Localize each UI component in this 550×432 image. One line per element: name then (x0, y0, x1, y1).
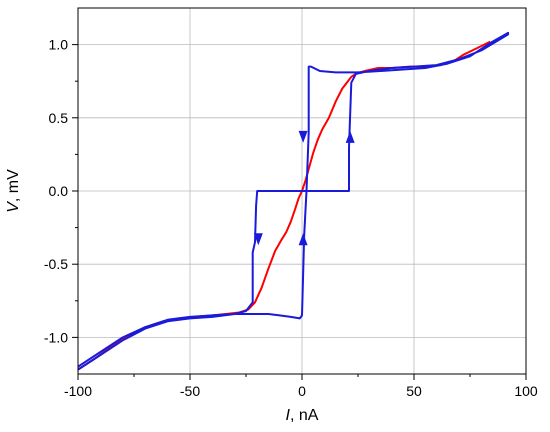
arrow-up (298, 233, 308, 246)
arrow-up (345, 130, 355, 143)
ticks (72, 44, 527, 380)
y-tick-label: -0.5 (44, 256, 68, 272)
x-tick-label: 50 (406, 383, 422, 399)
y-tick-label: 0.5 (49, 110, 69, 126)
x-tick-label: 0 (298, 383, 306, 399)
x-tick-label: 100 (514, 383, 538, 399)
arrow-down (253, 233, 263, 246)
y-tick-label: 1.0 (49, 37, 69, 53)
x-axis-label: I, nA (286, 407, 319, 424)
annotation-layer (253, 130, 355, 246)
y-tick-label: -1.0 (44, 329, 68, 345)
x-tick-label: -100 (64, 383, 92, 399)
tick-labels: -100 -50 0 50 100 -1.0 -0.5 0.0 0.5 1.0 (44, 37, 538, 399)
series-line-2 (77, 31, 510, 371)
x-tick-label: -50 (180, 383, 200, 399)
arrow-down (298, 130, 308, 143)
y-axis-label: V, mV (5, 169, 22, 213)
series-line-1 (77, 40, 491, 371)
series-layer (77, 31, 510, 371)
y-tick-label: 0.0 (49, 183, 69, 199)
